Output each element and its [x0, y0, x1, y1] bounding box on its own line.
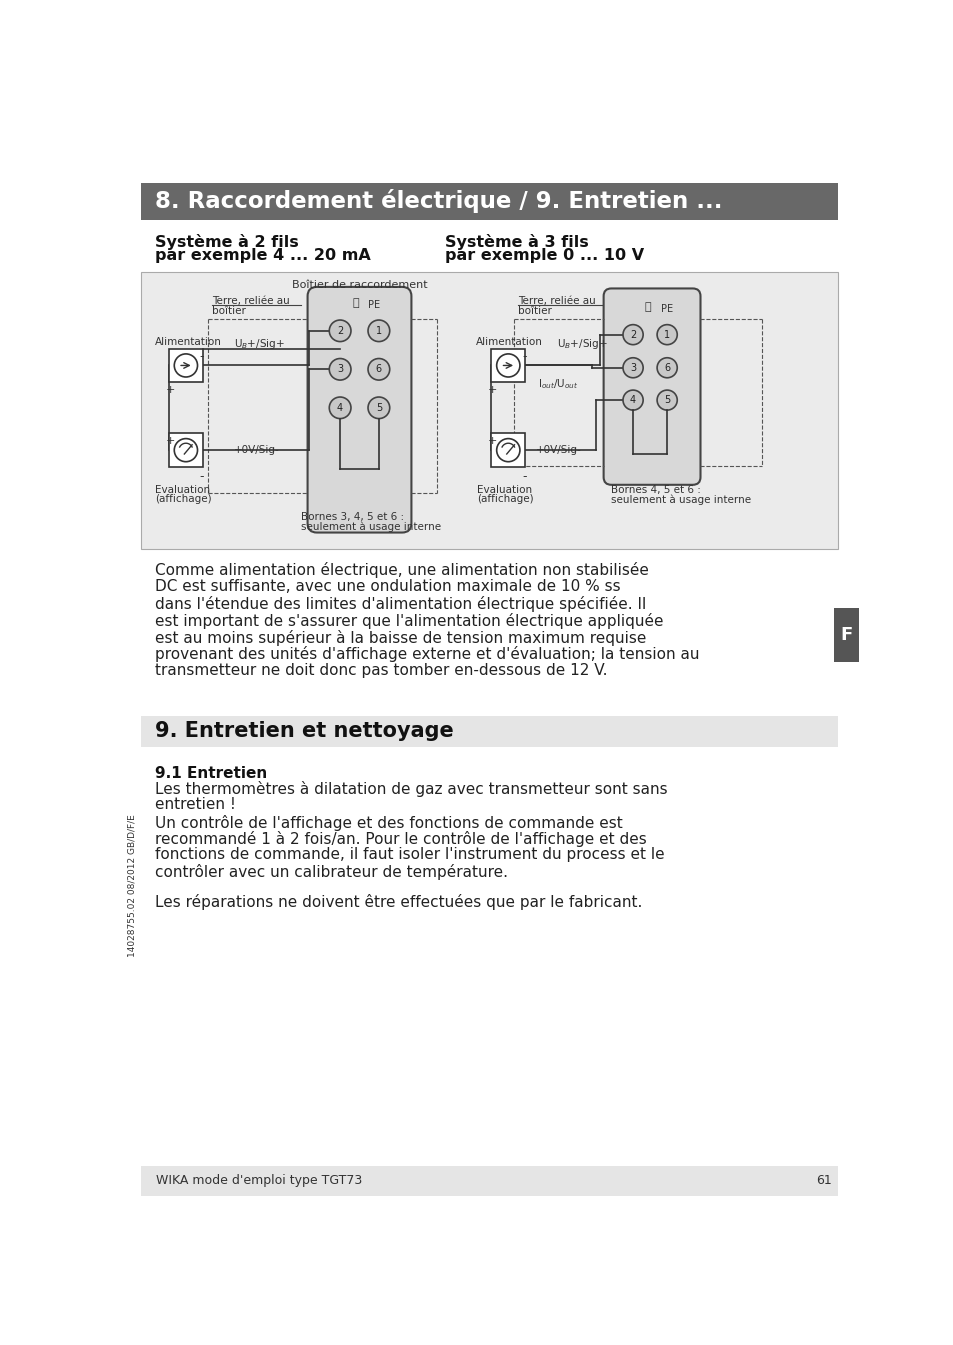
Circle shape	[657, 358, 677, 378]
Text: (affichage): (affichage)	[476, 494, 534, 504]
Text: boîtier: boîtier	[212, 307, 246, 316]
Text: PE: PE	[368, 300, 379, 309]
Text: transmetteur ne doit donc pas tomber en-dessous de 12 V.: transmetteur ne doit donc pas tomber en-…	[154, 663, 607, 678]
Text: Bornes 4, 5 et 6 :: Bornes 4, 5 et 6 :	[611, 484, 700, 495]
Text: Terre, reliée au: Terre, reliée au	[517, 296, 596, 307]
Text: ⏚: ⏚	[352, 299, 358, 308]
Text: 9. Entretien et nettoyage: 9. Entretien et nettoyage	[154, 721, 454, 741]
Text: 3: 3	[629, 363, 636, 373]
Text: seulement à usage interne: seulement à usage interne	[301, 522, 441, 533]
Text: Système à 3 fils: Système à 3 fils	[444, 234, 588, 250]
Text: est au moins supérieur à la baisse de tension maximum requise: est au moins supérieur à la baisse de te…	[154, 629, 645, 646]
Text: 61: 61	[816, 1174, 831, 1188]
Circle shape	[622, 358, 642, 378]
Text: -: -	[521, 471, 526, 483]
Text: 4: 4	[336, 402, 343, 413]
Bar	[141, 183, 838, 221]
Text: 3: 3	[336, 364, 343, 374]
Text: Les réparations ne doivent être effectuées que par le fabricant.: Les réparations ne doivent être effectué…	[154, 893, 641, 909]
Text: I$_{out}$/U$_{out}$: I$_{out}$/U$_{out}$	[537, 377, 578, 391]
Text: entretien !: entretien !	[154, 798, 235, 812]
Text: ⏚: ⏚	[644, 303, 651, 312]
Text: fonctions de commande, il faut isoler l'instrument du process et le: fonctions de commande, il faut isoler l'…	[154, 847, 664, 862]
Text: +: +	[488, 386, 497, 395]
Text: Bornes 3, 4, 5 et 6 :: Bornes 3, 4, 5 et 6 :	[301, 511, 404, 522]
Text: est important de s'assurer que l'alimentation électrique appliquée: est important de s'assurer que l'aliment…	[154, 612, 662, 628]
Text: 5: 5	[663, 395, 670, 405]
Text: Système à 2 fils: Système à 2 fils	[154, 234, 298, 250]
Circle shape	[329, 359, 351, 381]
Text: 5: 5	[375, 402, 381, 413]
Text: 1: 1	[663, 330, 670, 340]
Text: -: -	[199, 350, 204, 363]
Text: U$_B$+/Sig+: U$_B$+/Sig+	[557, 338, 607, 351]
Text: +0V/Sig-: +0V/Sig-	[536, 445, 581, 455]
Text: recommandé 1 à 2 fois/an. Pour le contrôle de l'affichage et des: recommandé 1 à 2 fois/an. Pour le contrô…	[154, 831, 646, 847]
Text: par exemple 0 ... 10 V: par exemple 0 ... 10 V	[444, 247, 643, 262]
Text: 6: 6	[375, 364, 381, 374]
Text: (affichage): (affichage)	[154, 494, 212, 504]
Circle shape	[174, 438, 197, 461]
Text: +: +	[166, 386, 175, 395]
Bar	[141, 1166, 838, 1196]
Text: par exemple 4 ... 20 mA: par exemple 4 ... 20 mA	[154, 247, 371, 262]
Text: +: +	[166, 436, 175, 447]
Text: 9.1 Entretien: 9.1 Entretien	[154, 765, 267, 781]
Text: Evaluation: Evaluation	[476, 484, 532, 495]
Text: Alimentation: Alimentation	[154, 338, 221, 347]
Circle shape	[368, 320, 390, 342]
Bar	[833, 608, 858, 662]
Text: Boîtier de raccordement: Boîtier de raccordement	[292, 280, 427, 291]
Text: Terre, reliée au: Terre, reliée au	[212, 296, 290, 307]
Text: DC est suffisante, avec une ondulation maximale de 10 % ss: DC est suffisante, avec une ondulation m…	[154, 578, 619, 593]
Text: seulement à usage interne: seulement à usage interne	[611, 494, 751, 504]
Text: +: +	[488, 436, 497, 447]
Bar	[169, 433, 203, 467]
Text: Un contrôle de l'affichage et des fonctions de commande est: Un contrôle de l'affichage et des foncti…	[154, 815, 622, 831]
Text: 1: 1	[375, 325, 381, 336]
Circle shape	[657, 390, 677, 410]
Bar	[491, 348, 525, 382]
Circle shape	[368, 359, 390, 381]
Circle shape	[174, 354, 197, 377]
Bar	[491, 433, 525, 467]
Text: +0V/Sig-: +0V/Sig-	[233, 445, 279, 455]
Text: WIKA mode d'emploi type TGT73: WIKA mode d'emploi type TGT73	[156, 1174, 362, 1188]
Circle shape	[329, 397, 351, 418]
Text: contrôler avec un calibrateur de température.: contrôler avec un calibrateur de tempéra…	[154, 863, 507, 880]
Circle shape	[329, 320, 351, 342]
Text: -: -	[199, 471, 204, 483]
Text: 8. Raccordement électrique / 9. Entretien ...: 8. Raccordement électrique / 9. Entretie…	[154, 190, 721, 214]
Circle shape	[622, 324, 642, 344]
Text: 6: 6	[663, 363, 670, 373]
FancyBboxPatch shape	[307, 286, 411, 533]
Text: PE: PE	[659, 304, 672, 313]
Circle shape	[622, 390, 642, 410]
Bar	[169, 348, 203, 382]
Circle shape	[368, 397, 390, 418]
Circle shape	[497, 438, 519, 461]
FancyBboxPatch shape	[603, 288, 700, 484]
Circle shape	[657, 324, 677, 344]
Text: 4: 4	[629, 395, 636, 405]
Bar	[141, 272, 838, 549]
Text: Comme alimentation électrique, une alimentation non stabilisée: Comme alimentation électrique, une alime…	[154, 562, 648, 578]
Text: provenant des unités d'affichage externe et d'évaluation; la tension au: provenant des unités d'affichage externe…	[154, 647, 699, 663]
Text: Evaluation: Evaluation	[154, 484, 210, 495]
Text: Alimentation: Alimentation	[476, 338, 542, 347]
Text: U$_B$+/Sig+: U$_B$+/Sig+	[233, 338, 284, 351]
Circle shape	[497, 354, 519, 377]
Text: F: F	[840, 625, 851, 644]
Bar	[141, 716, 838, 746]
Text: boîtier: boîtier	[517, 307, 552, 316]
Text: 2: 2	[336, 325, 343, 336]
Text: dans l'étendue des limites d'alimentation électrique spécifiée. Il: dans l'étendue des limites d'alimentatio…	[154, 596, 645, 612]
Text: -: -	[521, 350, 526, 363]
Text: 2: 2	[629, 330, 636, 340]
Text: 14028755.02 08/2012 GB/D/F/E: 14028755.02 08/2012 GB/D/F/E	[127, 814, 136, 956]
Text: Les thermomètres à dilatation de gaz avec transmetteur sont sans: Les thermomètres à dilatation de gaz ave…	[154, 781, 667, 798]
